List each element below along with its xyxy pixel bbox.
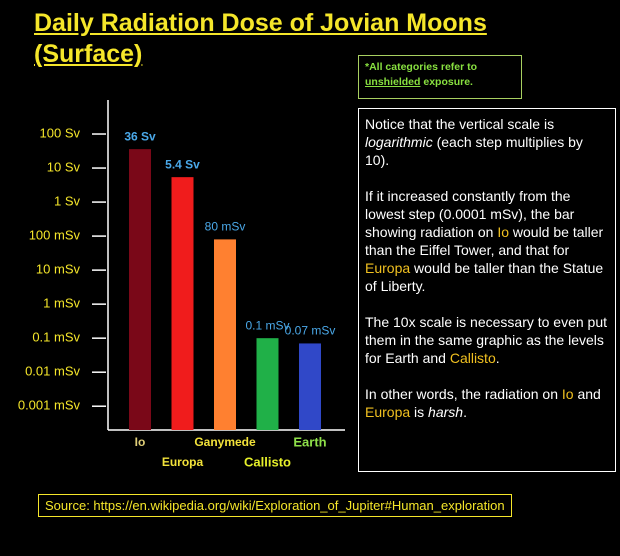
- bar: [171, 177, 194, 430]
- value-label: 0.1 mSv: [245, 318, 289, 332]
- y-tick-label: 0.01 mSv: [25, 364, 80, 379]
- highlight-text: Io: [497, 224, 509, 240]
- x-tick-label: Io: [135, 435, 146, 449]
- highlight-text: Callisto: [449, 350, 496, 366]
- y-tick-label: 0.001 mSv: [18, 398, 81, 413]
- note-emphasis: unshielded: [365, 76, 421, 88]
- highlight-text: Io: [561, 386, 574, 402]
- value-label: 80 mSv: [205, 220, 246, 234]
- text: is: [410, 404, 429, 420]
- x-tick-label: Earth: [293, 434, 326, 449]
- highlight-text: Europa: [365, 404, 411, 420]
- chart-title: Daily Radiation Dose of Jovian Moons (Su…: [34, 9, 487, 68]
- y-tick-label: 10 mSv: [36, 262, 81, 277]
- text: harsh: [428, 404, 464, 420]
- x-tick-label: Callisto: [244, 454, 291, 469]
- text: and: [573, 386, 601, 402]
- explanation: Notice that the vertical scale is logari…: [358, 108, 616, 472]
- text: would be taller than the Eiffel Tower, a…: [365, 224, 604, 258]
- bar: [129, 149, 151, 430]
- y-tick-label: 100 mSv: [29, 228, 81, 243]
- text: The 10x scale is necessary to even put t…: [365, 314, 608, 366]
- source: Source: https://en.wikipedia.org/wiki/Ex…: [38, 494, 512, 517]
- bar: [256, 338, 279, 430]
- y-tick-label: 0.1 mSv: [32, 330, 80, 345]
- paragraph: Notice that the vertical scale is logari…: [365, 115, 609, 169]
- paragraph: If it increased constantly from the lowe…: [365, 187, 609, 295]
- text: .: [463, 404, 467, 420]
- text: If it increased constantly from the lowe…: [365, 188, 575, 240]
- text: .: [495, 350, 500, 366]
- y-tick-label: 1 Sv: [54, 194, 81, 209]
- x-tick-label: Europa: [162, 455, 204, 469]
- x-tick-label: Ganymede: [194, 435, 256, 449]
- highlight-text: Europa: [365, 260, 411, 276]
- text: (each step multiplies by 10).: [365, 134, 583, 168]
- value-label: 5.4 Sv: [165, 157, 200, 171]
- text: In other words, the radiation on: [365, 386, 562, 402]
- bar: [299, 343, 321, 430]
- text: Notice that the vertical scale is: [365, 116, 555, 132]
- paragraph: The 10x scale is necessary to even put t…: [365, 313, 609, 367]
- text: logarithmic: [365, 134, 433, 150]
- value-label: 0.07 mSv: [285, 324, 336, 338]
- note-text: *All categories refer to: [365, 61, 478, 73]
- y-tick-label: 100 Sv: [40, 125, 81, 140]
- paragraph: In other words, the radiation on Io and …: [365, 385, 609, 421]
- y-tick-label: 1 mSv: [43, 296, 80, 311]
- bar: [214, 239, 236, 430]
- note: *All categories refer to unshielded expo…: [358, 55, 522, 99]
- value-label: 36 Sv: [124, 129, 156, 143]
- note-text: exposure.: [420, 76, 473, 88]
- text: would be taller than the Statue of Liber…: [365, 260, 604, 294]
- y-tick-label: 10 Sv: [47, 159, 81, 174]
